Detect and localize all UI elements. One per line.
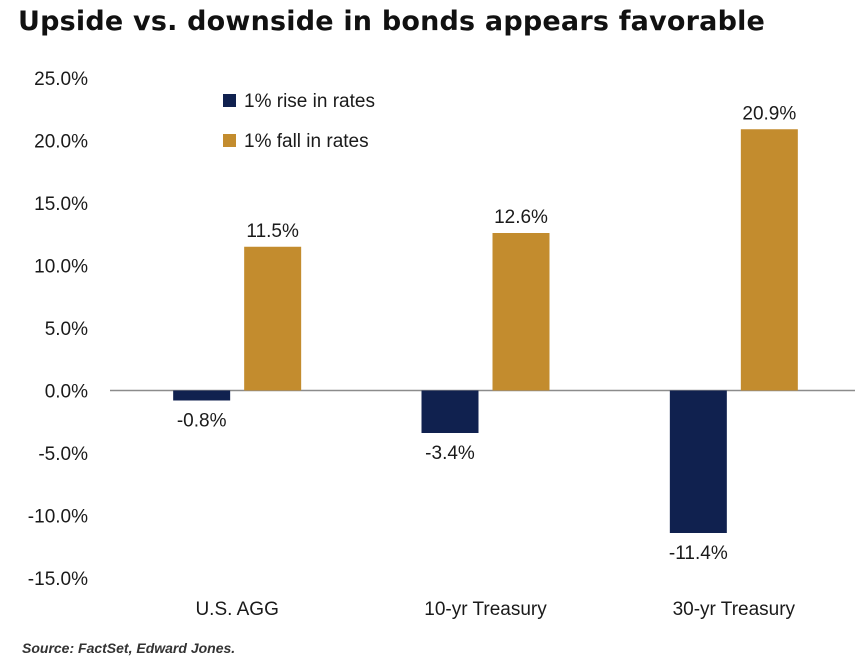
y-tick-label: -10.0% [28,507,88,528]
y-tick-label: 15.0% [34,194,88,215]
legend-swatch [223,94,236,107]
data-label: 12.6% [494,207,548,228]
legend-swatch [223,134,236,147]
bar [740,129,798,391]
legend-label: 1% fall in rates [244,131,369,152]
y-tick-label: 20.0% [34,132,88,153]
bars-group [173,129,798,533]
data-label: 20.9% [742,103,796,124]
y-tick-label: 5.0% [45,319,88,340]
bar [244,246,302,391]
data-label: -0.8% [177,411,227,432]
bar-chart: 25.0% 20.0% 15.0% 10.0% 5.0% 0.0% -5.0% -10.0% -… [28,69,855,620]
bar [492,233,550,391]
y-tick-label: 10.0% [34,257,88,278]
y-tick-label: 0.0% [45,382,88,403]
x-axis-category-labels: U.S. AGG 10-yr Treasury 30-yr Treasury [195,599,795,620]
legend-label: 1% rise in rates [244,91,375,112]
data-label: -3.4% [425,443,475,464]
chart-title: Upside vs. downside in bonds appears fav… [18,6,766,37]
x-category-label: 10-yr Treasury [424,599,547,620]
bar [669,390,727,533]
y-axis-tick-labels: 25.0% 20.0% 15.0% 10.0% 5.0% 0.0% -5.0% -10.0% -… [28,69,88,590]
source-note: Source: FactSet, Edward Jones. [22,640,236,656]
bar [421,390,479,433]
bar [173,390,231,401]
y-tick-label: -15.0% [28,569,88,590]
data-label: -11.4% [669,543,728,564]
y-tick-label: 25.0% [34,69,88,90]
legend: 1% rise in rates 1% fall in rates [223,91,375,152]
x-category-label: U.S. AGG [195,599,278,620]
x-category-label: 30-yr Treasury [673,599,796,620]
data-label: 11.5% [246,221,299,242]
y-tick-label: -5.0% [38,444,88,465]
data-labels-group: -0.8% 11.5% -3.4% 12.6% -11.4% 20.9% [177,103,797,564]
